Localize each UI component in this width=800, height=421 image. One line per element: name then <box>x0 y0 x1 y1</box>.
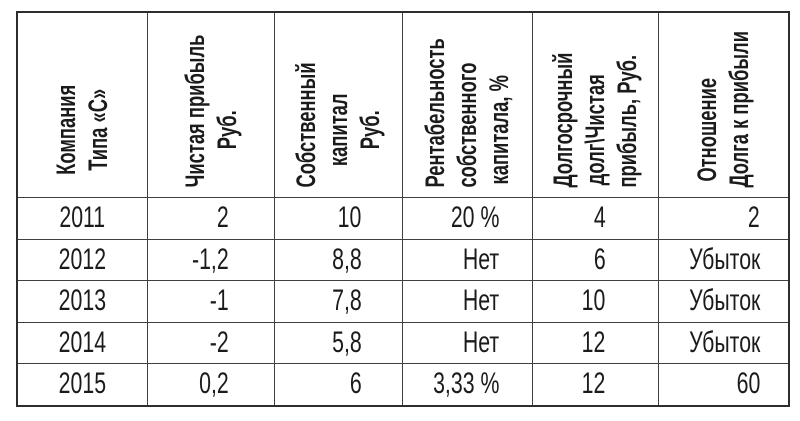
net-profit-cell: 2 <box>146 197 275 240</box>
header-line: Типа «С» <box>83 88 114 171</box>
header-cell-roe: Рентабельность собственного капитала, % <box>401 11 533 198</box>
year-cell: 2014 <box>16 321 148 364</box>
table-row-2015: 2015 0,2 6 3,33 % 12 60 <box>16 363 790 406</box>
cell-value: -1,2 <box>191 242 229 276</box>
header-line: капитала, % <box>484 75 514 185</box>
year-cell: 2011 <box>16 197 148 240</box>
cell-value: 6 <box>349 367 362 401</box>
rotated-header-text: Чистая прибыль Руб. <box>179 15 243 193</box>
cell-value: 10 <box>337 201 362 235</box>
header-line: Чистая прибыль <box>179 34 210 188</box>
cell-value: 4 <box>593 201 606 235</box>
cell-value: 5,8 <box>331 325 362 359</box>
table-row-2012: 2012 -1,2 8,8 Нет 6 Убыток <box>16 238 790 281</box>
rotated-header-text: Компания Типа «С» <box>50 15 114 193</box>
table-row-2011: 2011 2 10 20 % 4 2 <box>16 197 790 240</box>
header-line: долг\Чистая <box>580 74 610 186</box>
cell-value: Нет <box>463 242 500 276</box>
cell-value: 12 <box>581 367 606 401</box>
financial-table: Компания Типа «С» Чистая прибыль Руб. Со… <box>16 11 790 407</box>
cell-value: 12 <box>581 325 606 359</box>
header-line: Руб. <box>355 110 385 150</box>
debt-cell: 12 <box>531 363 659 406</box>
ratio-cell: Убыток <box>657 238 790 281</box>
rotated-header-text: Собственный капитал Руб. <box>290 15 386 193</box>
table-row-2013: 2013 -1 7,8 Нет 10 Убыток <box>16 280 790 323</box>
cell-value: 7,8 <box>331 284 362 318</box>
header-line: Долгосрочный <box>548 52 578 188</box>
debt-cell: 12 <box>531 321 659 364</box>
cell-value: 2 <box>748 201 760 235</box>
cell-value: 2015 <box>58 367 106 401</box>
cell-value: 8,8 <box>331 242 362 276</box>
cell-value: 2012 <box>58 242 106 276</box>
debt-cell: 4 <box>531 197 659 240</box>
table-row-2014: 2014 -2 5,8 Нет 12 Убыток <box>16 321 790 364</box>
cell-value: 10 <box>581 284 606 318</box>
cell-value: Нет <box>463 284 500 318</box>
cell-value: 2011 <box>59 201 106 235</box>
header-cell-company: Компания Типа «С» <box>16 11 148 198</box>
equity-cell: 10 <box>273 197 403 240</box>
header-line: Долга к прибыли <box>724 31 755 188</box>
header-line: капитал <box>323 93 353 167</box>
year-cell: 2013 <box>16 280 148 323</box>
cell-value: -2 <box>209 325 229 359</box>
table-header-row: Компания Типа «С» Чистая прибыль Руб. Со… <box>16 11 790 198</box>
cell-value: 20 % <box>450 201 500 235</box>
header-line: Отношение <box>692 77 723 182</box>
roe-cell: Нет <box>401 238 533 281</box>
header-line: Рентабельность <box>420 38 450 188</box>
rotated-header-text: Долгосрочный долг\Чистая прибыль, Руб. <box>547 15 643 193</box>
rotated-header-text: Рентабельность собственного капитала, % <box>419 15 515 193</box>
cell-value: 2014 <box>58 325 106 359</box>
rotated-header-text: Отношение Долга к прибыли <box>691 15 755 193</box>
roe-cell: 20 % <box>401 197 533 240</box>
cell-value: Убыток <box>688 242 760 276</box>
header-cell-equity: Собственный капитал Руб. <box>273 11 403 198</box>
cell-value: 2 <box>216 201 229 235</box>
roe-cell: Нет <box>401 280 533 323</box>
cell-value: 2013 <box>58 284 106 318</box>
equity-cell: 6 <box>273 363 403 406</box>
header-cell-net-profit: Чистая прибыль Руб. <box>146 11 275 198</box>
cell-value: -1 <box>209 284 229 318</box>
cell-value: Убыток <box>688 284 760 318</box>
ratio-cell: Убыток <box>657 280 790 323</box>
ratio-cell: 60 <box>657 363 790 406</box>
header-cell-debt-ratio: Отношение Долга к прибыли <box>657 11 790 198</box>
equity-cell: 7,8 <box>273 280 403 323</box>
year-cell: 2012 <box>16 238 148 281</box>
net-profit-cell: -2 <box>146 321 275 364</box>
net-profit-cell: -1 <box>146 280 275 323</box>
header-line: прибыль, Руб. <box>612 54 642 188</box>
roe-cell: 3,33 % <box>401 363 533 406</box>
cell-value: Нет <box>463 325 500 359</box>
cell-value: 3,33 % <box>433 367 500 401</box>
header-line: Собственный <box>291 62 321 188</box>
ratio-cell: 2 <box>657 197 790 240</box>
debt-cell: 6 <box>531 238 659 281</box>
net-profit-cell: -1,2 <box>146 238 275 281</box>
equity-cell: 8,8 <box>273 238 403 281</box>
cell-value: Убыток <box>688 325 760 359</box>
ratio-cell: Убыток <box>657 321 790 364</box>
cell-value: 60 <box>736 367 760 401</box>
cell-value: 0,2 <box>198 367 229 401</box>
equity-cell: 5,8 <box>273 321 403 364</box>
header-line: Компания <box>51 84 82 175</box>
debt-cell: 10 <box>531 280 659 323</box>
roe-cell: Нет <box>401 321 533 364</box>
year-cell: 2015 <box>16 363 148 406</box>
header-cell-long-term-debt: Долгосрочный долг\Чистая прибыль, Руб. <box>531 11 659 198</box>
header-line: Руб. <box>211 110 242 150</box>
cell-value: 6 <box>593 242 606 276</box>
net-profit-cell: 0,2 <box>146 363 275 406</box>
header-line: собственного <box>452 62 482 188</box>
